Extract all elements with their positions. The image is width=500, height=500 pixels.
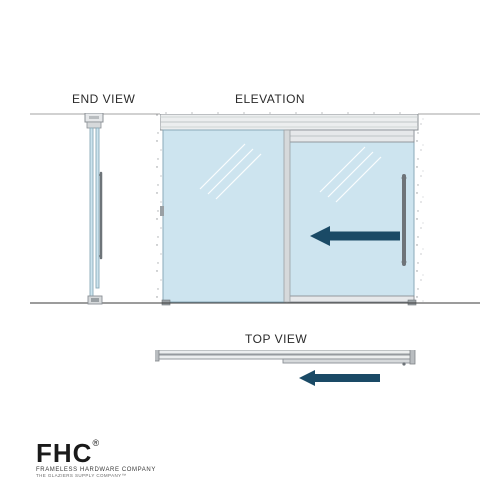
logo-registered-icon: ® xyxy=(92,438,99,448)
top-view-drawing xyxy=(155,350,423,392)
extent-lines xyxy=(0,0,500,500)
brand-logo: FHC® FRAMELESS HARDWARE COMPANY THE GLAZ… xyxy=(36,438,156,478)
logo-tagline: THE GLAZIERS SUPPLY COMPANY™ xyxy=(36,473,156,478)
logo-main-text: FHC xyxy=(36,438,92,468)
end-view-drawing xyxy=(83,113,111,313)
